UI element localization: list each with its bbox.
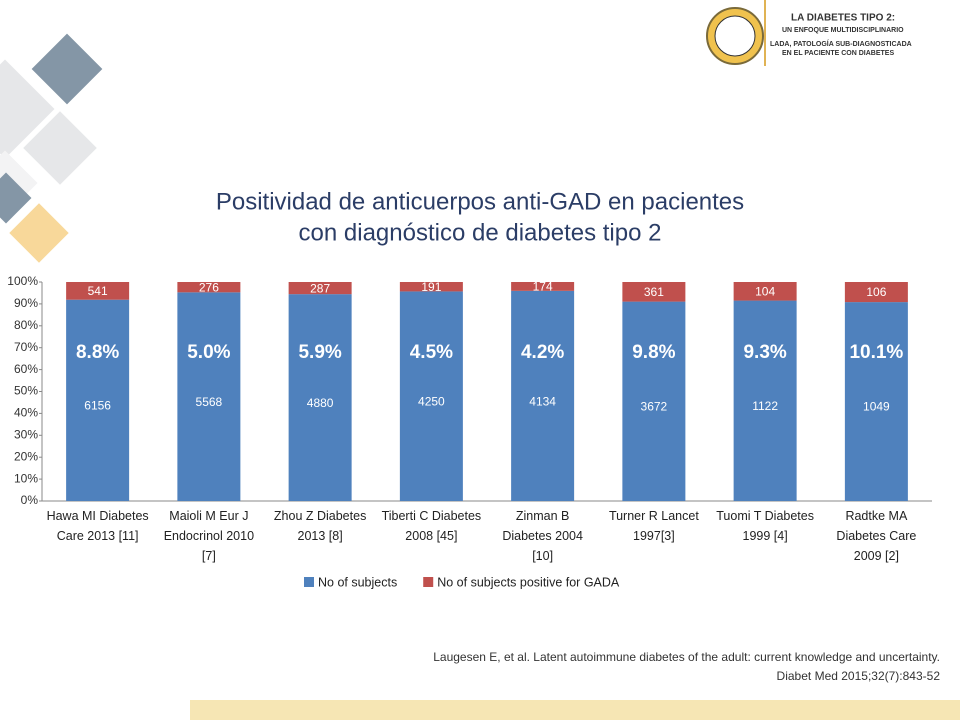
data-label: 106 (866, 285, 886, 299)
x-tick-line: Diabetes Care (836, 529, 916, 543)
data-label: 191 (421, 280, 441, 294)
x-tick-label: Maioli M Eur J Endocrinol 2010 [7] (164, 509, 254, 563)
data-label: 4880 (307, 396, 334, 410)
y-tick-label: 90% (14, 296, 38, 310)
x-tick-label: Zhou Z Diabetes 2013 [8] (274, 509, 366, 543)
bar-segment (177, 292, 241, 501)
header-line: LADA, PATOLOGÍA SUB-DIAGNOSTICADA (770, 39, 912, 48)
bar-segment (733, 300, 797, 501)
x-tick-line: Diabetes 2004 (502, 529, 583, 543)
x-tick-label: Turner R Lancet 1997[3] (609, 509, 699, 543)
bar-segment (399, 282, 463, 292)
x-tick-line: Tuomi T Diabetes (716, 509, 814, 523)
bar-segment (844, 282, 908, 303)
data-label: 287 (310, 281, 330, 295)
percent-label: 10.1% (849, 342, 903, 363)
legend-label: No of subjects positive for GADA (437, 575, 620, 589)
bar-segment (288, 282, 352, 295)
data-label: 1122 (752, 399, 778, 413)
y-tick-label: 80% (14, 318, 38, 332)
y-tick-label: 50% (14, 384, 38, 398)
x-tick-line: [10] (532, 549, 553, 563)
percent-label: 5.0% (187, 342, 230, 363)
bar-segment (288, 294, 352, 501)
header-line: LA DIABETES TIPO 2: (791, 13, 895, 24)
percent-label: 8.8% (76, 342, 119, 363)
percent-label: 4.5% (410, 342, 453, 363)
legend-swatch (304, 577, 314, 587)
x-tick-line: Hawa MI Diabetes (47, 509, 149, 523)
y-tick-label: 0% (21, 493, 39, 507)
x-tick-line: Zhou Z Diabetes (274, 509, 366, 523)
data-label: 4250 (418, 395, 445, 409)
bar-segment (399, 291, 463, 501)
data-label: 541 (88, 284, 108, 298)
citation: Laugesen E, et al. Latent autoimmune dia… (433, 650, 940, 664)
x-tick-line: Tiberti C Diabetes (382, 509, 482, 523)
y-tick-label: 30% (14, 427, 38, 441)
bar-segment (177, 282, 241, 293)
x-tick-line: Turner R Lancet (609, 509, 699, 523)
x-tick-line: 2008 [45] (405, 529, 457, 543)
x-tick-line: 2013 [8] (298, 529, 343, 543)
y-tick-label: 70% (14, 340, 38, 354)
data-label: 361 (644, 285, 664, 299)
legend-swatch (423, 577, 434, 587)
bar-segment (622, 301, 686, 501)
bar-segment (622, 282, 686, 302)
data-label: 6156 (84, 399, 111, 413)
x-tick-line: [7] (202, 549, 216, 563)
data-label: 174 (533, 280, 553, 294)
x-tick-label: Zinman B Diabetes 2004 [10] (502, 509, 583, 563)
percent-label: 4.2% (521, 342, 564, 363)
x-tick-line: Endocrinol 2010 (164, 529, 254, 543)
legend-label: No of subjects (318, 575, 397, 589)
percent-label: 9.8% (632, 342, 675, 363)
percent-label: 5.9% (298, 342, 341, 363)
y-tick-label: 60% (14, 362, 38, 376)
x-tick-line: Zinman B (516, 509, 570, 523)
header-line: EN EL PACIENTE CON DIABETES (782, 50, 894, 57)
citation: Diabet Med 2015;32(7):843-52 (777, 669, 941, 683)
x-tick-line: Maioli M Eur J (169, 509, 248, 523)
percent-label: 9.3% (743, 342, 786, 363)
bar-segment (511, 290, 575, 501)
bar-segment (511, 282, 575, 291)
data-label: 3672 (641, 399, 668, 413)
y-tick-label: 100% (7, 274, 38, 288)
bar-segment (733, 282, 797, 301)
x-tick-line: Radtke MA (845, 509, 907, 523)
y-tick-label: 20% (14, 449, 38, 463)
header-line: UN ENFOQUE MULTIDISCIPLINARIO (782, 27, 904, 34)
x-tick-label: Hawa MI Diabetes Care 2013 [11] (47, 509, 149, 543)
bar-segment (66, 299, 130, 501)
chart-title: Positividad de anticuerpos anti-GAD en p… (216, 188, 744, 215)
x-tick-line: 1999 [4] (743, 529, 788, 543)
chart-title: con diagnóstico de diabetes tipo 2 (299, 219, 662, 246)
bar-segment (844, 302, 908, 501)
data-label: 276 (199, 280, 219, 294)
bar-segment (66, 282, 130, 300)
data-label: 4134 (529, 394, 556, 408)
x-tick-label: Tiberti C Diabetes 2008 [45] (382, 509, 482, 543)
x-tick-line: 2009 [2] (854, 549, 899, 563)
data-label: 5568 (196, 395, 223, 409)
y-tick-label: 10% (14, 471, 38, 485)
data-label: 1049 (863, 400, 890, 414)
x-tick-line: Care 2013 [11] (57, 529, 139, 543)
x-tick-label: Tuomi T Diabetes 1999 [4] (716, 509, 814, 543)
y-tick-label: 40% (14, 406, 38, 420)
x-tick-line: 1997[3] (633, 529, 675, 543)
x-tick-label: Radtke MA Diabetes Care 2009 [2] (836, 509, 916, 563)
data-label: 104 (755, 284, 775, 298)
